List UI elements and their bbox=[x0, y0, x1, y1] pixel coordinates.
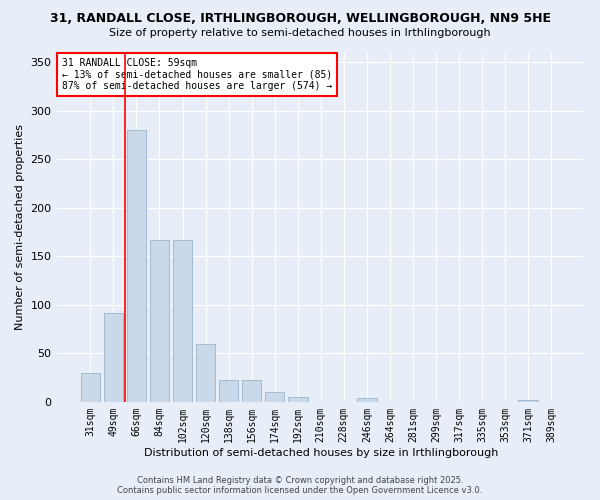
Text: 31, RANDALL CLOSE, IRTHLINGBOROUGH, WELLINGBOROUGH, NN9 5HE: 31, RANDALL CLOSE, IRTHLINGBOROUGH, WELL… bbox=[49, 12, 551, 26]
Bar bbox=[104, 312, 123, 402]
Text: Contains HM Land Registry data © Crown copyright and database right 2025.
Contai: Contains HM Land Registry data © Crown c… bbox=[118, 476, 482, 495]
Bar bbox=[265, 392, 284, 402]
Bar bbox=[127, 130, 146, 402]
Bar bbox=[518, 400, 538, 402]
Bar bbox=[242, 380, 262, 402]
Y-axis label: Number of semi-detached properties: Number of semi-detached properties bbox=[15, 124, 25, 330]
Bar bbox=[173, 240, 193, 402]
Bar bbox=[149, 240, 169, 402]
Text: 31 RANDALL CLOSE: 59sqm
← 13% of semi-detached houses are smaller (85)
87% of se: 31 RANDALL CLOSE: 59sqm ← 13% of semi-de… bbox=[62, 58, 332, 91]
X-axis label: Distribution of semi-detached houses by size in Irthlingborough: Distribution of semi-detached houses by … bbox=[143, 448, 498, 458]
Bar bbox=[196, 344, 215, 402]
Bar bbox=[80, 372, 100, 402]
Text: Size of property relative to semi-detached houses in Irthlingborough: Size of property relative to semi-detach… bbox=[109, 28, 491, 38]
Bar bbox=[357, 398, 377, 402]
Bar bbox=[288, 397, 308, 402]
Bar bbox=[219, 380, 238, 402]
